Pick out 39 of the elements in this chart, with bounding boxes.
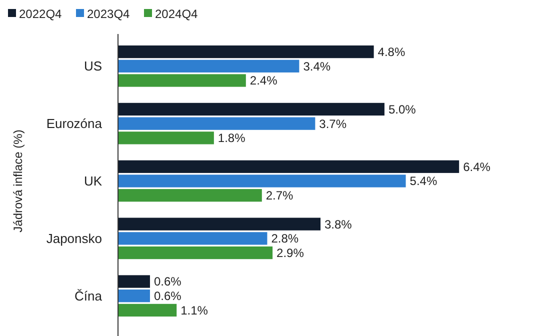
- data-label: 2.8%: [271, 232, 299, 246]
- bar: [118, 117, 316, 130]
- legend-label: 2023Q4: [87, 7, 130, 22]
- bar: [118, 232, 268, 245]
- data-label: 2.9%: [276, 246, 304, 260]
- y-tick-label: UK: [84, 174, 102, 189]
- y-tick-label: Japonsko: [46, 230, 102, 246]
- data-label: 5.0%: [388, 102, 416, 116]
- bar: [118, 74, 246, 87]
- y-axis-title: Jádrová inflace (%): [11, 130, 25, 232]
- data-label: 2.7%: [266, 188, 294, 203]
- bar: [118, 275, 150, 288]
- data-label: 3.8%: [324, 217, 352, 232]
- bar: [118, 304, 177, 317]
- bar: [118, 102, 384, 116]
- bar: [118, 132, 214, 144]
- data-label: 5.4%: [410, 174, 438, 188]
- y-tick-label: US: [84, 58, 102, 74]
- data-label: 6.4%: [463, 160, 491, 174]
- bar: [118, 45, 374, 58]
- legend-label: 2024Q4: [155, 7, 198, 22]
- bar: [118, 218, 321, 230]
- bar: [118, 160, 460, 173]
- data-label: 3.4%: [303, 59, 331, 74]
- y-tick-label: Čína: [74, 288, 103, 304]
- bar: [118, 174, 406, 188]
- y-tick-label: Eurozóna: [46, 116, 103, 132]
- data-label: 0.6%: [154, 289, 182, 304]
- data-label: 1.8%: [218, 131, 246, 146]
- bar: [118, 290, 150, 302]
- bar: [118, 246, 273, 260]
- bar: [118, 60, 300, 72]
- data-label: 2.4%: [250, 74, 278, 88]
- data-label: 4.8%: [378, 44, 406, 59]
- legend-label: 2022Q4: [19, 7, 62, 22]
- data-label: 1.1%: [180, 303, 208, 318]
- data-label: 0.6%: [154, 274, 182, 289]
- data-label: 3.7%: [319, 116, 347, 131]
- bar: [118, 189, 262, 202]
